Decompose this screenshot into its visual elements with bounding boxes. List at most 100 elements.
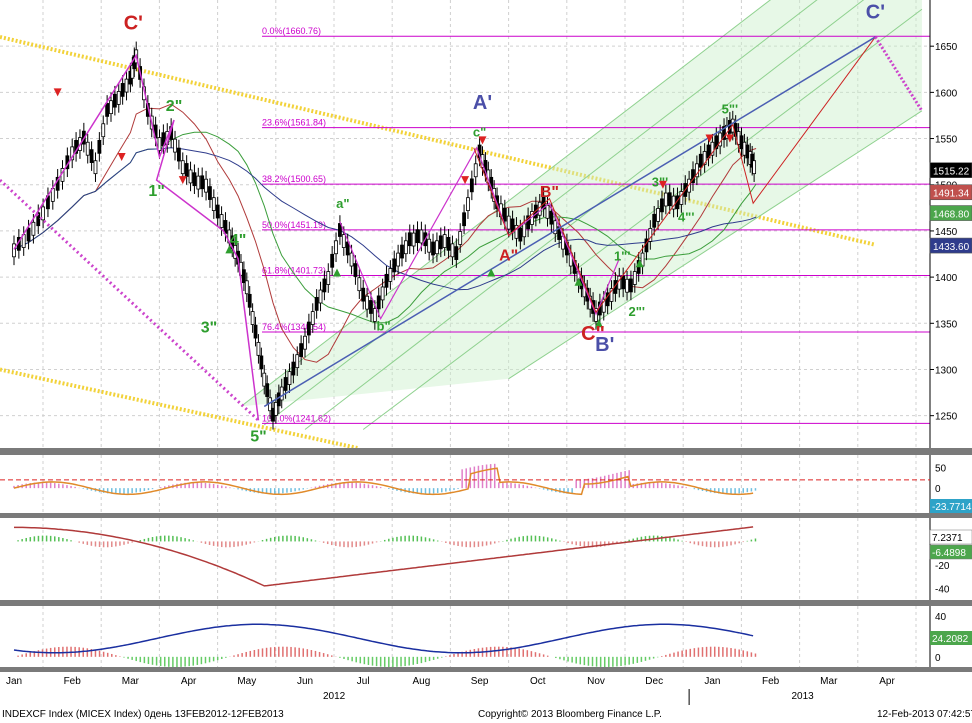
month-label: Jul (357, 676, 370, 687)
candle-body (105, 103, 110, 117)
candle-body (295, 354, 300, 369)
panel-separator (0, 667, 972, 672)
last-value-tag (929, 205, 972, 221)
indicator-2-tag (929, 544, 972, 560)
wave-label: B" (540, 184, 559, 201)
wave-label: 2" (166, 98, 182, 115)
candle-body (241, 269, 246, 284)
wave-label: 4"' (678, 210, 695, 225)
month-label: Jan (6, 676, 22, 687)
candle-body (691, 169, 695, 183)
price-tick-label: 1350 (935, 319, 958, 330)
month-label: Dec (645, 676, 663, 687)
candle-body (549, 210, 554, 225)
candle-body (411, 232, 416, 247)
candle-body (41, 206, 45, 221)
price-tick-label: 1600 (935, 88, 958, 99)
sell-signal-marker (478, 136, 487, 145)
indicator-1: 50 0 (0, 463, 947, 496)
candle-body (353, 263, 358, 277)
candle-body (322, 278, 327, 293)
oscillator-line (13, 623, 754, 654)
candle-body (109, 100, 113, 115)
candle-body (89, 149, 94, 163)
price-tick-label: 1450 (935, 227, 958, 238)
candle-body (625, 278, 629, 293)
time-axis: Jan Feb Mar Apr May Jun Jul Aug Sep Oct Nov Dec Jan F… (6, 676, 895, 705)
candle-body (621, 275, 626, 290)
candle-body (310, 311, 315, 325)
candle-body (345, 241, 350, 256)
buy-signal-marker (225, 245, 234, 254)
price-tick-label: 1250 (935, 412, 958, 423)
last-value-tag (929, 237, 972, 254)
candle-body (31, 221, 36, 236)
candle-body (514, 224, 519, 239)
indicator-2-tag-text: -6.4898 (932, 548, 966, 559)
candle-body (112, 93, 117, 108)
wave-label: B' (595, 334, 614, 356)
candle-body (306, 321, 311, 336)
candle-body (365, 295, 369, 310)
candle-body (192, 172, 197, 187)
candle-body (392, 258, 397, 273)
candle-body (36, 212, 41, 227)
candle-body (702, 151, 707, 165)
candle-body (253, 324, 258, 339)
indicator-3-tag-text: 24.2082 (932, 634, 969, 645)
panel-separator (0, 448, 972, 455)
month-label: Aug (413, 676, 431, 687)
candle-body (283, 377, 288, 391)
candle-body (415, 229, 420, 244)
wave-label: 1"' (614, 248, 631, 263)
candle-body (247, 293, 252, 308)
red-projection-path (473, 36, 876, 314)
fib-label: 61.8%(1401.73) (262, 266, 326, 276)
last-value-text: 1515.22 (933, 167, 970, 178)
moving-averages (13, 103, 757, 363)
candle-body (605, 292, 610, 307)
candle-body (687, 178, 692, 193)
footer: INDEXCF Index (MICEX Index) 0день 13FEB2… (0, 707, 972, 723)
candle-body (12, 243, 16, 258)
candle-body (211, 197, 216, 212)
candle-body (698, 153, 703, 168)
candle-body (338, 223, 342, 237)
wave-label: C' (866, 1, 885, 23)
wave-paths (0, 36, 924, 422)
month-label: Mar (820, 676, 838, 687)
candle-body (208, 186, 212, 200)
buy-signal-marker (635, 259, 644, 268)
candle-body (196, 175, 201, 190)
candle-body (462, 212, 466, 227)
candle-body (279, 386, 284, 401)
signal-markers (53, 88, 734, 328)
candle-body (710, 141, 715, 156)
wave-label: 4" (230, 232, 246, 249)
indicator-2-tick: -40 (935, 584, 950, 595)
candle-body (85, 141, 90, 156)
candle-body (629, 278, 633, 293)
candle-body (330, 253, 335, 268)
candle-body (435, 240, 439, 255)
candle-body (522, 223, 527, 238)
indicator-3-tick: 40 (935, 612, 947, 623)
wave-label: 5"' (722, 102, 739, 117)
candle-body (349, 252, 354, 267)
fib-label: 0.0%(1660.76) (262, 26, 321, 36)
candle-body (173, 138, 177, 153)
candle-body (215, 204, 220, 219)
candle-body (291, 361, 296, 376)
candle-body (120, 83, 125, 97)
month-label: Jun (297, 676, 313, 687)
candle-body (427, 238, 432, 253)
candle-body (372, 308, 377, 322)
wave-label: 3" (201, 320, 217, 337)
candle-body (259, 355, 264, 370)
month-label: Apr (879, 676, 895, 687)
indicator-2-tick: -20 (935, 561, 950, 572)
sell-signal-marker (461, 176, 470, 185)
candle-body (184, 163, 189, 177)
candle-body (450, 243, 455, 258)
candle-body (176, 147, 181, 162)
